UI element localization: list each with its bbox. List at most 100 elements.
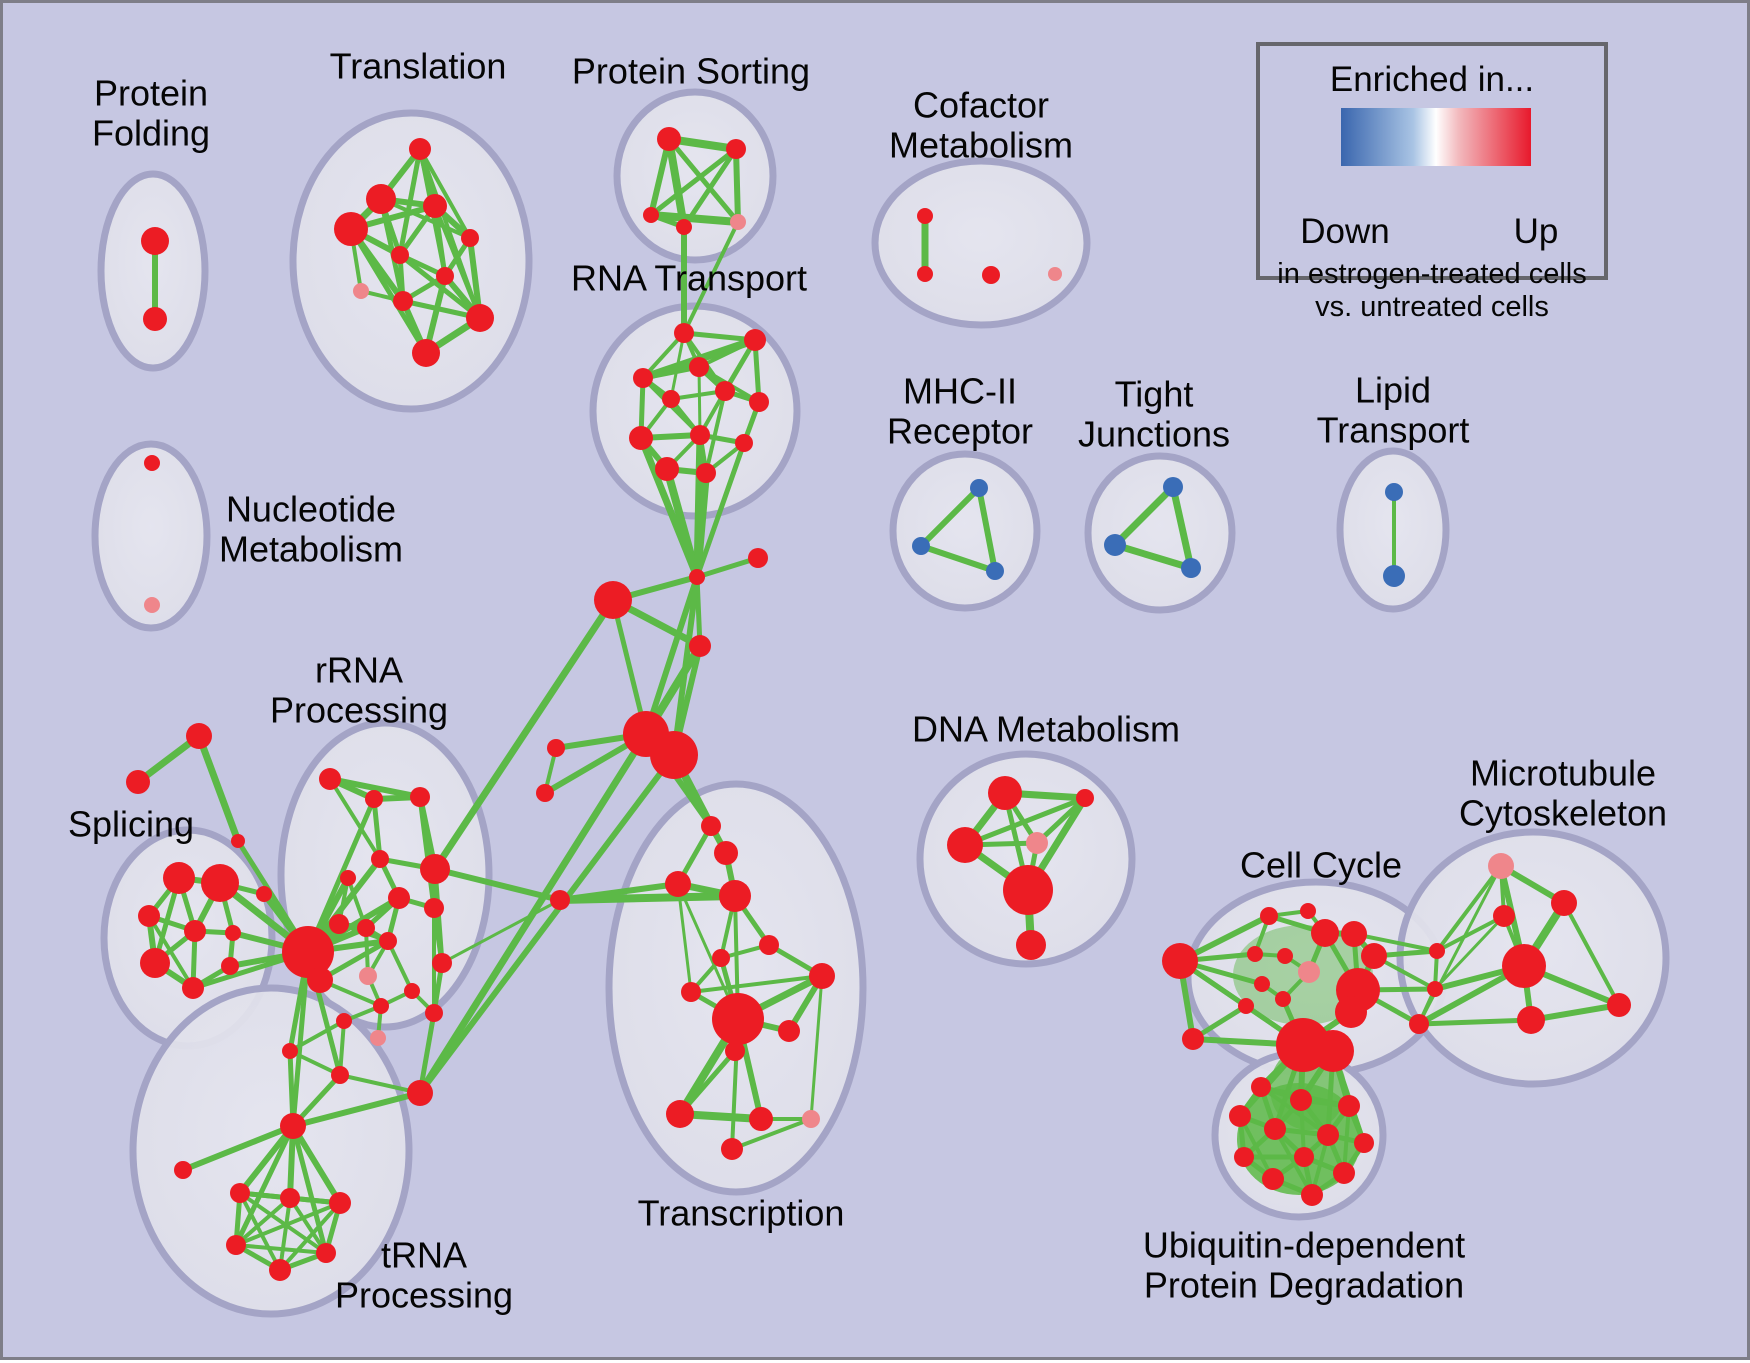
node-d3[interactable]: [947, 827, 983, 863]
node-tx4[interactable]: [712, 949, 730, 967]
node-d1[interactable]: [988, 776, 1022, 810]
node-r8[interactable]: [329, 914, 349, 934]
node-tx2[interactable]: [719, 880, 751, 912]
node-r6[interactable]: [420, 854, 450, 884]
node-mh1[interactable]: [970, 479, 988, 497]
node-s6[interactable]: [140, 948, 170, 978]
node-rt2[interactable]: [744, 329, 766, 351]
node-c6[interactable]: [547, 739, 565, 757]
node-s3[interactable]: [138, 905, 160, 927]
node-cf4[interactable]: [1048, 267, 1062, 281]
node-mh3[interactable]: [986, 562, 1004, 580]
node-u1[interactable]: [1251, 1077, 1271, 1097]
node-r2[interactable]: [365, 790, 383, 808]
node-r13[interactable]: [432, 953, 452, 973]
node-d4[interactable]: [1026, 832, 1048, 854]
node-x1[interactable]: [1429, 943, 1445, 959]
node-t3[interactable]: [423, 194, 447, 218]
node-nm2[interactable]: [144, 597, 160, 613]
node-spt3[interactable]: [231, 834, 245, 848]
node-t2[interactable]: [366, 184, 396, 214]
node-tn7[interactable]: [269, 1259, 291, 1281]
node-s1[interactable]: [163, 862, 195, 894]
node-tj1[interactable]: [1163, 477, 1183, 497]
node-rt3[interactable]: [689, 357, 709, 377]
node-x2[interactable]: [1427, 981, 1443, 997]
node-r21[interactable]: [407, 1080, 433, 1106]
node-cc7[interactable]: [1277, 948, 1293, 964]
node-u5[interactable]: [1264, 1118, 1286, 1140]
node-r4[interactable]: [371, 850, 389, 868]
node-s7[interactable]: [221, 957, 239, 975]
node-u8[interactable]: [1234, 1147, 1254, 1167]
node-u6[interactable]: [1317, 1124, 1339, 1146]
node-r18[interactable]: [370, 1030, 386, 1046]
node-tn6[interactable]: [316, 1243, 336, 1263]
node-t11[interactable]: [412, 339, 440, 367]
node-tx5[interactable]: [681, 982, 701, 1002]
node-rt12[interactable]: [696, 463, 716, 483]
node-h1[interactable]: [282, 926, 334, 978]
node-s5[interactable]: [225, 925, 241, 941]
node-c1[interactable]: [689, 569, 705, 585]
node-r20[interactable]: [331, 1066, 349, 1084]
node-mt5[interactable]: [1517, 1006, 1545, 1034]
node-s2[interactable]: [201, 864, 239, 902]
node-t4[interactable]: [334, 212, 368, 246]
node-c3[interactable]: [594, 581, 632, 619]
node-t10[interactable]: [466, 304, 494, 332]
node-mt4[interactable]: [1607, 993, 1631, 1017]
node-u9[interactable]: [1294, 1147, 1314, 1167]
node-d5[interactable]: [1003, 865, 1053, 915]
node-r19[interactable]: [282, 1043, 298, 1059]
node-tx6[interactable]: [809, 963, 835, 989]
node-r14[interactable]: [404, 983, 420, 999]
node-tj3[interactable]: [1181, 558, 1201, 578]
node-cc13[interactable]: [1335, 996, 1367, 1028]
node-r11[interactable]: [379, 932, 397, 950]
node-t5[interactable]: [461, 229, 479, 247]
node-rt7[interactable]: [749, 392, 769, 412]
node-mtp[interactable]: [1488, 853, 1514, 879]
node-cc8[interactable]: [1298, 961, 1320, 983]
node-cc11[interactable]: [1238, 998, 1254, 1014]
node-tx7[interactable]: [712, 993, 764, 1045]
node-c4[interactable]: [689, 635, 711, 657]
node-r12[interactable]: [359, 967, 377, 985]
node-r5[interactable]: [340, 870, 356, 886]
node-mt1[interactable]: [1551, 890, 1577, 916]
node-mh2[interactable]: [912, 537, 930, 555]
node-c5b[interactable]: [650, 731, 698, 779]
node-s8[interactable]: [182, 977, 204, 999]
node-ps3[interactable]: [643, 207, 659, 223]
node-c7[interactable]: [536, 784, 554, 802]
node-rt8[interactable]: [629, 426, 653, 450]
node-t8[interactable]: [353, 283, 369, 299]
node-spt1[interactable]: [186, 723, 212, 749]
node-tx8[interactable]: [778, 1020, 800, 1042]
node-r10[interactable]: [424, 898, 444, 918]
node-tnh[interactable]: [280, 1113, 306, 1139]
node-r16[interactable]: [336, 1013, 352, 1029]
node-tx9[interactable]: [725, 1041, 745, 1061]
node-r1[interactable]: [319, 768, 341, 790]
node-tj2[interactable]: [1104, 534, 1126, 556]
node-cc3[interactable]: [1311, 919, 1339, 947]
node-cc1[interactable]: [1260, 907, 1278, 925]
node-lp2[interactable]: [1383, 565, 1405, 587]
node-tx1[interactable]: [665, 871, 691, 897]
node-s9[interactable]: [256, 886, 272, 902]
node-rt10[interactable]: [735, 434, 753, 452]
node-tn4[interactable]: [329, 1192, 351, 1214]
node-cc4[interactable]: [1341, 921, 1367, 947]
node-pf2[interactable]: [143, 307, 167, 331]
node-s4[interactable]: [184, 920, 206, 942]
node-u4[interactable]: [1229, 1105, 1251, 1127]
node-tn5[interactable]: [226, 1235, 246, 1255]
node-r17[interactable]: [425, 1004, 443, 1022]
node-u11[interactable]: [1333, 1162, 1355, 1184]
node-tn2[interactable]: [230, 1183, 250, 1203]
node-rt4[interactable]: [633, 368, 653, 388]
node-tx12[interactable]: [802, 1110, 820, 1128]
node-cf3[interactable]: [982, 266, 1000, 284]
